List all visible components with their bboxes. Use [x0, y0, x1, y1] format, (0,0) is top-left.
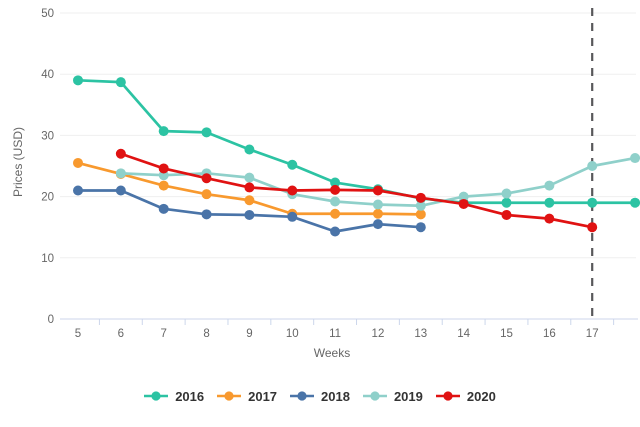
series-line-2020 [119, 152, 594, 229]
legend: 2016 2017 2018 2019 2020 [0, 384, 640, 408]
series-marker-2018[interactable] [372, 219, 383, 230]
series-marker-2017[interactable] [372, 208, 383, 219]
series-marker-2020[interactable] [458, 198, 469, 209]
series-marker-2020[interactable] [415, 192, 426, 203]
legend-marker-dot [297, 391, 307, 401]
series-marker-2016[interactable] [73, 75, 83, 86]
series-marker-2017[interactable] [330, 208, 341, 219]
series-marker-2016[interactable] [544, 197, 555, 208]
series-marker-2020[interactable] [158, 163, 169, 174]
plot-area: Weeks Prices (USD) 0 10 20 30 40 50 5 6 7 8 9 10 11 1… [11, 8, 640, 360]
legend-label: 2018 [321, 388, 350, 404]
legend-item-2020[interactable]: 2020 [435, 388, 496, 404]
series-marker-2016[interactable] [158, 126, 169, 137]
legend-item-2016[interactable]: 2016 [144, 390, 204, 403]
y-axis-title: Prices (USD) [11, 127, 25, 197]
series-marker-2018[interactable] [158, 203, 169, 214]
legend-marker-dot [151, 391, 161, 401]
legend-marker-icon [435, 391, 460, 401]
legend-marker-icon [144, 391, 169, 401]
series-marker-2017[interactable] [244, 195, 255, 206]
legend-label: 2019 [393, 388, 423, 404]
legend-marker-dot [224, 391, 234, 401]
series-marker-2016[interactable] [115, 77, 126, 88]
series-marker-2020[interactable] [244, 182, 255, 193]
series-marker-2019[interactable] [330, 196, 341, 207]
x-tick-label: 5 [75, 328, 81, 340]
x-axis-title: Weeks [314, 346, 350, 360]
x-tick-label: 6 [118, 328, 124, 340]
series-marker-2016[interactable] [244, 144, 255, 155]
legend-label: 2020 [466, 388, 496, 404]
series-marker-2017[interactable] [158, 180, 169, 191]
x-tick-label: 11 [329, 328, 341, 340]
series-marker-2020[interactable] [544, 213, 555, 224]
x-tick-label: 7 [160, 328, 166, 340]
legend-marker-icon [290, 391, 315, 401]
x-tick-label: 8 [203, 328, 209, 340]
x-tick-label: 9 [246, 328, 252, 340]
legend-label: 2017 [248, 388, 278, 404]
series-marker-2018[interactable] [115, 185, 126, 196]
y-tick-label: 20 [41, 192, 54, 204]
series-marker-2018[interactable] [201, 209, 212, 220]
y-tick-label: 40 [41, 69, 54, 81]
x-tick-label: 16 [543, 328, 556, 340]
x-tick-label: 17 [586, 328, 599, 340]
x-tick-label: 12 [372, 328, 385, 340]
series-marker-2020[interactable] [201, 173, 212, 184]
series-marker-2020[interactable] [330, 184, 341, 195]
series-marker-2019[interactable] [544, 180, 555, 191]
series-marker-2019[interactable] [115, 168, 126, 179]
x-tick-label: 15 [500, 328, 513, 340]
series-marker-2016[interactable] [330, 177, 341, 188]
series-marker-2019[interactable] [415, 200, 426, 211]
series-marker-2019[interactable] [501, 188, 512, 199]
y-tick-label: 50 [41, 8, 54, 20]
series-marker-2016[interactable] [287, 159, 298, 170]
series-marker-2019[interactable] [630, 153, 640, 164]
y-tick-label: 0 [48, 314, 54, 326]
series-marker-2019[interactable] [244, 172, 255, 183]
series-marker-2017[interactable] [201, 189, 212, 200]
series-marker-2016[interactable] [587, 197, 598, 208]
series-line-2016 [76, 78, 637, 205]
legend-marker-icon [362, 391, 387, 401]
series-marker-2016[interactable] [501, 197, 512, 208]
series-marker-2019[interactable] [372, 199, 383, 210]
series-marker-2017[interactable] [73, 157, 83, 168]
x-tick-label: 13 [414, 328, 427, 340]
x-tick-label: 10 [286, 328, 299, 340]
series-marker-2020[interactable] [587, 222, 598, 233]
series-marker-2018[interactable] [287, 211, 298, 222]
legend-item-2019[interactable]: 2019 [362, 388, 423, 404]
series-marker-2018[interactable] [244, 209, 255, 220]
series-marker-2020[interactable] [501, 209, 512, 220]
y-tick-label: 10 [41, 253, 54, 265]
x-tick-label: 14 [457, 328, 470, 340]
series-marker-2017[interactable] [415, 209, 426, 220]
series-marker-2019[interactable] [587, 161, 598, 171]
series-marker-2018[interactable] [330, 226, 341, 237]
legend-item-2018[interactable]: 2018 [290, 390, 350, 403]
y-tick-label: 30 [41, 130, 54, 142]
series-marker-2016[interactable] [201, 127, 212, 138]
legend-marker-dot [443, 391, 453, 401]
series-marker-2020[interactable] [115, 148, 126, 159]
legend-item-2017[interactable]: 2017 [217, 390, 277, 403]
series-line-2019 [119, 156, 637, 208]
series-marker-2019[interactable] [458, 191, 469, 202]
legend-label: 2016 [175, 388, 205, 404]
legend-marker-icon [217, 391, 242, 401]
series-marker-2020[interactable] [287, 185, 298, 196]
series-marker-2018[interactable] [73, 185, 83, 196]
series-marker-2020[interactable] [372, 185, 383, 196]
legend-marker-dot [370, 391, 380, 401]
series-marker-2018[interactable] [415, 222, 426, 233]
series-marker-2016[interactable] [630, 197, 640, 208]
